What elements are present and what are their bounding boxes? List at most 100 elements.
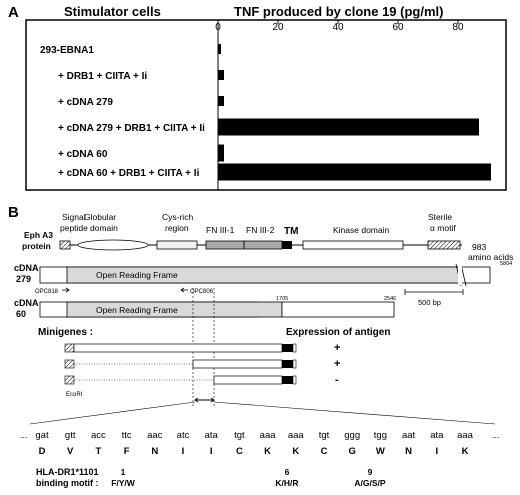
chart-tick-label: 20 — [272, 22, 284, 33]
chart-category-label: + cDNA 60 — [58, 149, 108, 160]
amino-acid: N — [405, 446, 412, 457]
minigene-2 — [64, 359, 297, 369]
fn1-label: FN III-1 — [206, 225, 235, 235]
motif-aa-1: F/Y/W — [111, 478, 136, 488]
chart-tick-label: 80 — [452, 22, 464, 33]
amino-acid: K — [292, 446, 299, 457]
primer-right: OPC806 — [190, 289, 214, 295]
amino-acid: K — [462, 446, 469, 457]
stimulator-header: Stimulator cells — [64, 4, 161, 19]
chart-category-label: 293-EBNA1 — [40, 45, 94, 56]
codon: aaa — [457, 430, 474, 441]
seq-ellipsis-right: ... — [492, 430, 500, 440]
chart-bar — [218, 163, 491, 181]
amino-acid: N — [151, 446, 158, 457]
cdna60-tail — [281, 301, 395, 318]
panel-a-chart: 0 20 40 60 80 293-EBNA1 + DRB1 + CIITA + Ii + c… — [25, 19, 507, 191]
sterile-label-2: α motif — [430, 223, 456, 233]
minigene-1 — [64, 343, 297, 353]
cys-label-2: region — [165, 223, 189, 233]
amino-acid: I — [435, 446, 438, 457]
amino-acid: C — [321, 446, 328, 457]
panel-b-label: B — [8, 204, 19, 221]
amino-acid: F — [124, 446, 130, 457]
fn3-1-box — [205, 240, 245, 250]
codon: ttc — [122, 430, 132, 441]
amino-acid: I — [182, 446, 185, 457]
amino-acid: W — [376, 446, 385, 457]
codon: tgg — [374, 430, 387, 441]
minigene-1-result: + — [334, 342, 340, 354]
amino-acid: C — [236, 446, 243, 457]
scale-bar-label: 500 bp — [418, 298, 441, 307]
globular-label-2: domain — [90, 223, 118, 233]
fn2-label: FN III-2 — [246, 225, 275, 235]
chart-category-label: + cDNA 60 + DRB1 + CIITA + Ii — [58, 168, 200, 179]
cys-rich-box — [156, 240, 198, 250]
cdna279-label-1: cDNA — [14, 263, 39, 273]
codon: aac — [147, 430, 163, 441]
codon: ata — [205, 430, 219, 441]
globular-domain-shape — [77, 239, 149, 251]
fn3-2-box — [243, 240, 283, 250]
cdna279-orf-label: Open Reading Frame — [96, 270, 178, 280]
motif-aa-9: A/G/S/P — [354, 478, 386, 488]
codon: gtt — [65, 430, 76, 441]
motif-label-1: HLA-DR1*1101 — [36, 467, 99, 477]
protein-bar — [59, 239, 462, 251]
chart-category-label: + cDNA 279 — [58, 97, 113, 108]
cdna60-label-2: 60 — [16, 309, 26, 319]
codon: gat — [35, 430, 49, 441]
tnf-header: TNF produced by clone 19 (pg/ml) — [234, 4, 444, 19]
cdna60-label-1: cDNA — [14, 298, 39, 308]
motif-label-2: binding motif : — [36, 478, 98, 488]
globular-label-1: Globular — [84, 212, 116, 222]
ecori-label: EcoRI — [66, 392, 83, 398]
amino-acid: D — [39, 446, 46, 457]
chart-bar — [218, 96, 224, 106]
tm-box — [282, 241, 292, 249]
chart-bar — [218, 144, 224, 162]
cdna279-end: 5804 — [500, 261, 512, 267]
tm-label: TM — [284, 226, 298, 237]
chart-bar — [218, 44, 221, 54]
signal-label-1: Signal — [62, 212, 86, 222]
amino-acid: K — [264, 446, 271, 457]
codon: atc — [177, 430, 190, 441]
amino-acid: G — [349, 446, 356, 457]
panel-a-label: A — [8, 4, 19, 21]
length-label-2: amino acids — [468, 252, 513, 262]
minigene-3 — [64, 375, 297, 385]
panel-a-frame — [25, 19, 507, 191]
cys-label-1: Cys-rich — [162, 212, 193, 222]
length-label-1: 983 — [472, 242, 486, 252]
motif-pos-1: 1 — [121, 467, 126, 477]
codon: ata — [430, 430, 444, 441]
motif-pos-9: 9 — [368, 467, 373, 477]
chart-bar — [218, 70, 224, 80]
kinase-label: Kinase domain — [333, 225, 390, 235]
codon: aaa — [288, 430, 305, 441]
codon: acc — [91, 430, 106, 441]
panel-b-diagram: Eph A3 protein Signal peptide Globular d… — [14, 212, 513, 488]
amino-acid: T — [95, 446, 101, 457]
motif-aa-6: K/H/R — [275, 478, 298, 488]
kinase-box — [302, 240, 404, 250]
expression-title: Expression of antigen — [286, 327, 390, 338]
protein-label-2: protein — [22, 241, 51, 251]
chart-tick-label: 60 — [392, 22, 404, 33]
cdna279-label-2: 279 — [16, 274, 31, 284]
codon: aaa — [260, 430, 277, 441]
minigene-3-result: - — [335, 374, 339, 386]
minigenes-title: Minigenes : — [38, 327, 93, 338]
cdna60-orf-label: Open Reading Frame — [96, 305, 178, 315]
sterile-motif-box — [427, 240, 461, 250]
protein-label-1: Eph A3 — [24, 230, 53, 240]
chart-bar — [218, 118, 479, 136]
seq-ellipsis-left: ... — [20, 430, 28, 440]
amino-acid: I — [210, 446, 213, 457]
codon: tgt — [319, 430, 330, 441]
minigene-2-result: + — [334, 358, 340, 370]
motif-pos-6: 6 — [285, 467, 290, 477]
signal-label-2: peptide — [60, 223, 88, 233]
